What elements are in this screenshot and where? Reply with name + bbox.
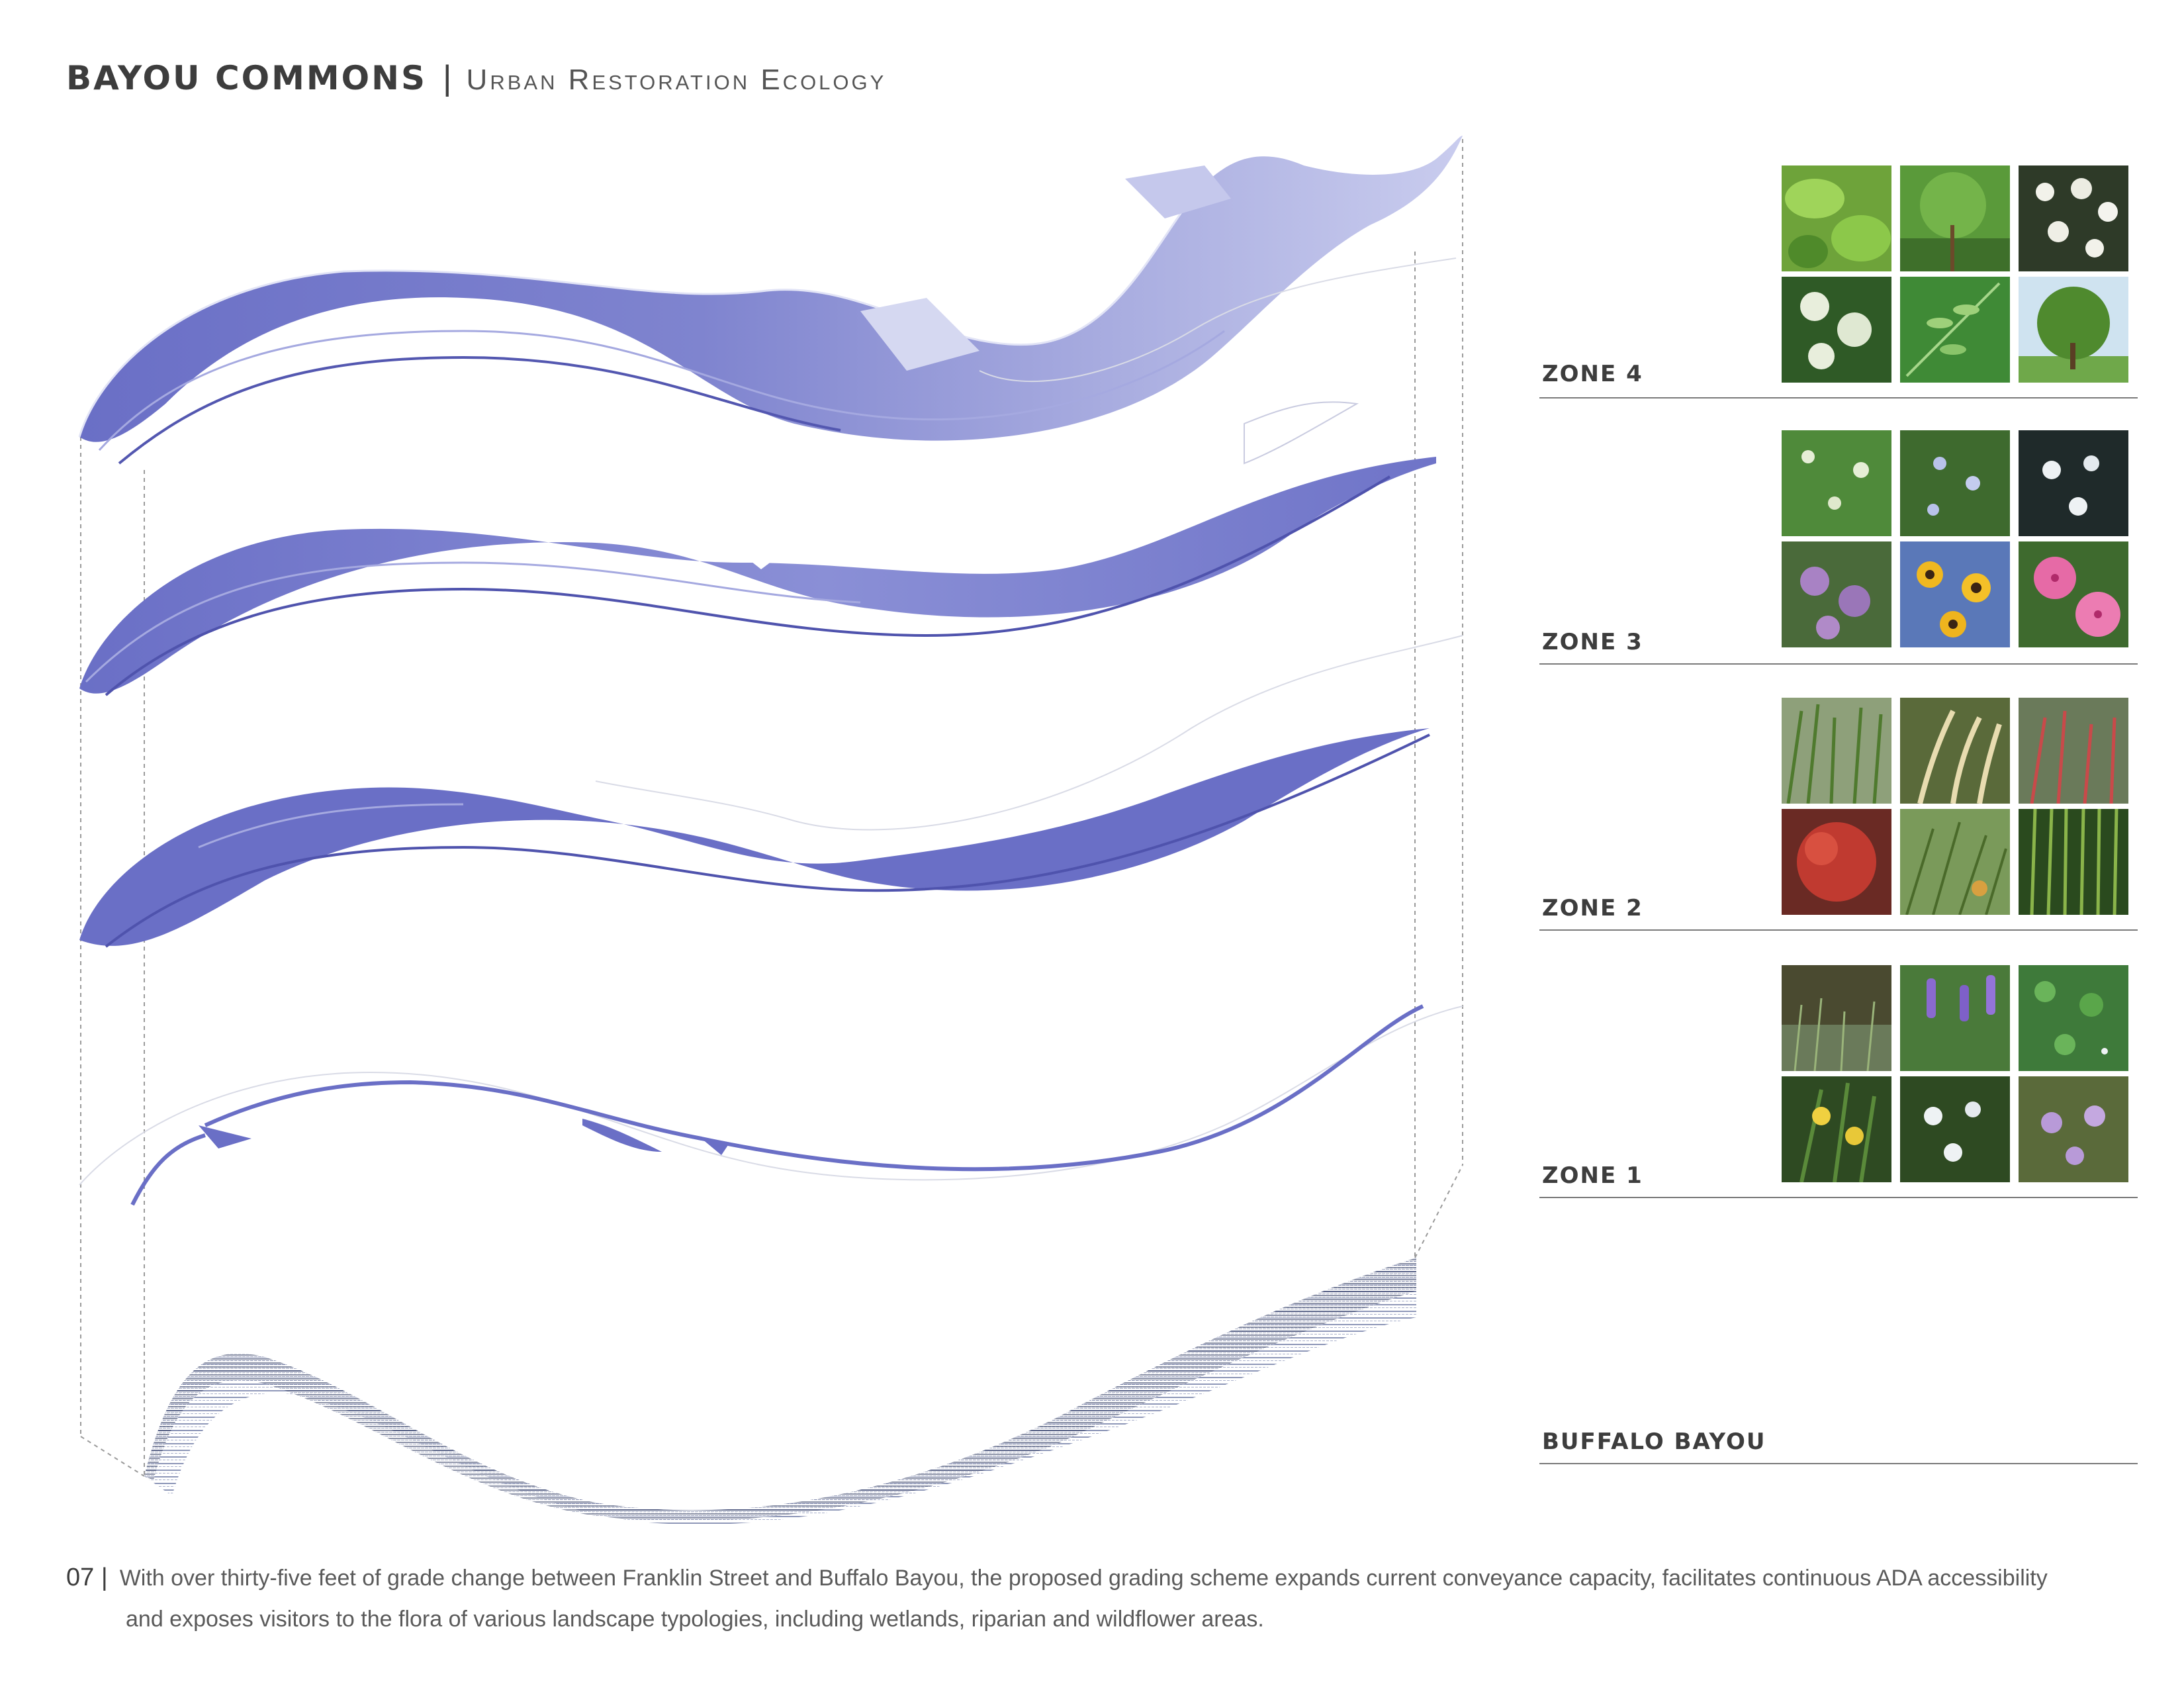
zone-4-photo-flowering-dogwood — [2019, 165, 2128, 271]
zone-2-layer — [79, 635, 1463, 948]
caption-line-1: With over thirty-five feet of grade chan… — [119, 1566, 2048, 1591]
zone-3-layer — [79, 258, 1457, 696]
zone-4-layer — [78, 136, 1463, 465]
zone-1-photo-water-clover — [2019, 965, 2128, 1071]
caption-number: 07 | — [66, 1564, 108, 1591]
zone-2-label: ZONE 2 — [1542, 895, 1643, 921]
title-separator: | — [443, 59, 452, 97]
page-title: BAYOU COMMONS | Urban Restoration Ecolog… — [66, 58, 886, 105]
zone-4-photo-broadleaf-shrub — [1782, 165, 1891, 271]
zone-4-photo-compound-leaf-canopy — [1900, 277, 2010, 383]
zone-3-label: ZONE 3 — [1542, 629, 1643, 655]
zone-1-photo-wetland-reeds — [1782, 965, 1891, 1071]
buffalo-bayou-layer — [144, 1258, 1416, 1525]
figure-caption: 07 | With over thirty-five feet of grade … — [66, 1557, 2144, 1640]
caption-line-2: and exposes visitors to the flora of var… — [126, 1607, 1264, 1632]
zone-2-photo-tall-green-grass — [1782, 698, 1891, 804]
zone-1-photo-pickerelweed — [1900, 965, 2010, 1071]
zone-2-photo-seedhead-grass — [1900, 698, 2010, 804]
zone-2-photo-red-switchgrass — [1782, 809, 1891, 915]
zone-2-photo-red-tipped-grass — [2019, 698, 2128, 804]
zone-4-rule — [1539, 397, 2138, 399]
buffalo-bayou-label: BUFFALO BAYOU — [1542, 1429, 1766, 1455]
zone-1-rule — [1539, 1197, 2138, 1198]
zone-2-photo-mixed-meadow-grass — [1900, 809, 2010, 915]
zone-2-photo-upright-rush — [2019, 809, 2128, 915]
zone-3-photo-pale-blue-wildflower — [1900, 430, 2010, 536]
zone-1-photo-lavender-iris — [2019, 1076, 2128, 1182]
zone-3-photo-white-umbel-wildflower — [1782, 430, 1891, 536]
zone-3-photo-purple-coneflower — [1782, 541, 1891, 647]
zone-2-rule — [1539, 929, 2138, 931]
zone-3-photo-pink-rose-mallow — [2019, 541, 2128, 647]
zone-1-photo-white-iris — [1900, 1076, 2010, 1182]
zone-4-label: ZONE 4 — [1542, 361, 1643, 387]
zone-3-photo-black-eyed-susan — [1900, 541, 2010, 647]
zone-3-photo-white-star-flower — [2019, 430, 2128, 536]
zone-3-rule — [1539, 663, 2138, 665]
zone-4-photo-white-flowering-shrub — [1782, 277, 1891, 383]
title-main: BAYOU COMMONS — [66, 59, 428, 97]
zone-1-photo-yellow-iris — [1782, 1076, 1891, 1182]
zone-4-photo-shade-tree — [2019, 277, 2128, 383]
zone-1-layer — [79, 1004, 1463, 1206]
zone-4-photo-understory-tree — [1900, 165, 2010, 271]
zone-1-label: ZONE 1 — [1542, 1162, 1643, 1189]
title-subtitle: Urban Restoration Ecology — [466, 64, 887, 96]
buffalo-bayou-rule — [1539, 1463, 2138, 1464]
